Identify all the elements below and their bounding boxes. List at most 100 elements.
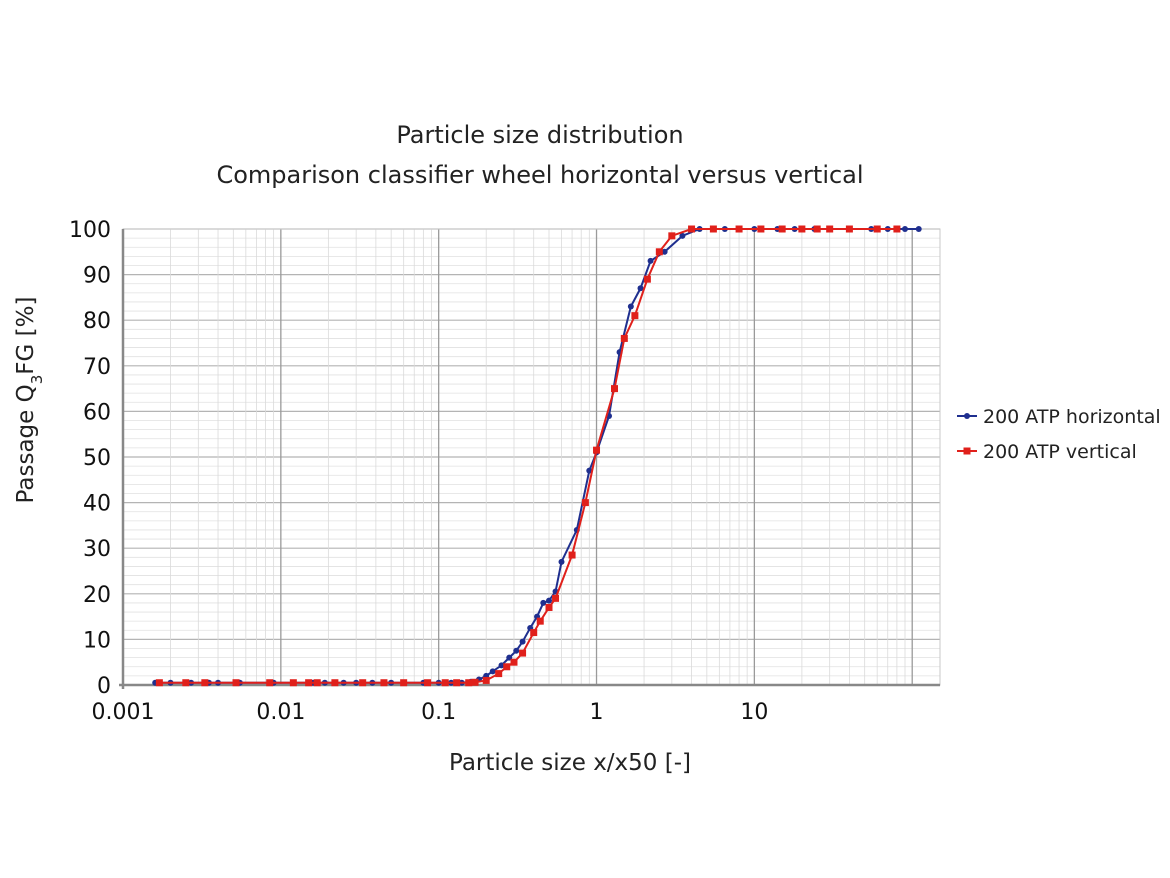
data-point: [359, 679, 367, 687]
data-point: [331, 679, 339, 687]
data-point: [679, 232, 686, 239]
y-tick-label: 50: [83, 446, 111, 471]
data-point: [813, 225, 821, 233]
data-point: [380, 679, 388, 687]
x-tick-label: 0.001: [92, 700, 155, 725]
data-point: [568, 551, 576, 559]
data-point: [586, 467, 593, 474]
data-point: [536, 617, 544, 625]
data-point: [305, 679, 313, 687]
data-point: [453, 679, 461, 687]
data-point: [757, 225, 765, 233]
y-tick-label: 70: [83, 355, 111, 380]
data-point: [513, 647, 520, 654]
data-point: [637, 285, 644, 292]
data-point: [465, 679, 473, 687]
series-0: [152, 226, 922, 686]
data-point: [201, 679, 209, 687]
data-point: [400, 679, 408, 687]
series-layer: [152, 225, 922, 687]
data-point: [313, 679, 321, 687]
data-point: [826, 225, 834, 233]
data-point: [901, 226, 908, 232]
data-point: [661, 248, 668, 255]
data-point: [893, 225, 901, 233]
x-axis-label: Particle size x/x50 [-]: [449, 750, 691, 776]
grid-lines: [122, 228, 940, 686]
data-point: [581, 499, 589, 507]
data-point: [182, 679, 190, 687]
y-tick-label: 100: [69, 218, 111, 243]
data-point: [620, 334, 628, 342]
data-point: [873, 225, 881, 233]
data-point: [611, 385, 619, 393]
data-point: [498, 662, 505, 669]
plot-frame: [119, 228, 941, 689]
y-tick-label: 0: [97, 674, 111, 699]
y-axis-label-subscript: 3: [28, 375, 46, 385]
data-point: [519, 649, 527, 657]
x-axis-ticks: 0.001 0.01 0.1 1 10: [92, 700, 769, 725]
x-tick-label: 10: [740, 700, 768, 725]
data-point: [688, 225, 696, 233]
data-point: [627, 303, 634, 310]
data-point: [482, 676, 490, 684]
x-tick-label: 0.1: [421, 700, 456, 725]
data-point: [558, 558, 565, 565]
y-tick-label: 20: [83, 583, 111, 608]
legend-swatch-marker: [964, 413, 970, 419]
data-point: [441, 679, 449, 687]
data-point: [778, 225, 786, 233]
data-point: [530, 629, 538, 637]
data-point: [495, 670, 503, 678]
data-point: [655, 248, 663, 256]
data-point: [510, 658, 518, 666]
y-tick-label: 90: [83, 264, 111, 289]
legend-swatch-marker: [963, 447, 971, 455]
data-point: [643, 275, 651, 283]
data-point: [424, 679, 432, 687]
data-point: [289, 679, 297, 687]
series-line: [159, 228, 897, 684]
y-axis-ticks: 0 10 20 30 40 50 60 70 80 90 100: [69, 218, 111, 699]
data-point: [489, 668, 496, 675]
y-tick-label: 60: [83, 400, 111, 425]
legend: 200 ATP horizontal 200 ATP vertical: [957, 406, 1161, 463]
legend-item: 200 ATP horizontal: [957, 406, 1161, 428]
data-point: [471, 678, 479, 686]
data-point: [798, 225, 806, 233]
data-point: [735, 225, 743, 233]
data-point: [593, 446, 601, 454]
data-point: [519, 638, 526, 645]
data-point: [915, 226, 922, 232]
data-point: [266, 679, 274, 687]
data-point: [631, 312, 639, 320]
chart-title: Particle size distribution: [396, 121, 683, 149]
data-point: [503, 663, 511, 671]
chart-subtitle: Comparison classifier wheel horizontal v…: [216, 161, 863, 189]
series-1: [155, 225, 901, 687]
data-point: [647, 257, 654, 264]
data-point: [845, 225, 853, 233]
y-tick-label: 10: [83, 628, 111, 653]
y-tick-label: 80: [83, 309, 111, 334]
data-point: [668, 232, 676, 240]
legend-label: 200 ATP horizontal: [983, 406, 1161, 428]
y-tick-label: 30: [83, 537, 111, 562]
data-point: [232, 679, 240, 687]
x-tick-label: 0.01: [256, 700, 305, 725]
y-tick-label: 40: [83, 492, 111, 517]
y-axis-label: Passage Q3FG [%]: [13, 297, 46, 504]
legend-label: 200 ATP vertical: [983, 441, 1137, 463]
x-tick-label: 1: [590, 700, 604, 725]
legend-item: 200 ATP vertical: [957, 441, 1137, 463]
data-point: [546, 597, 553, 604]
y-axis-label-main: Passage Q: [13, 384, 39, 503]
y-axis-label-rest: FG [%]: [13, 297, 39, 375]
data-point: [540, 599, 547, 606]
data-point: [552, 594, 560, 602]
data-point: [709, 225, 717, 233]
data-point: [155, 679, 163, 687]
data-point: [545, 603, 553, 611]
